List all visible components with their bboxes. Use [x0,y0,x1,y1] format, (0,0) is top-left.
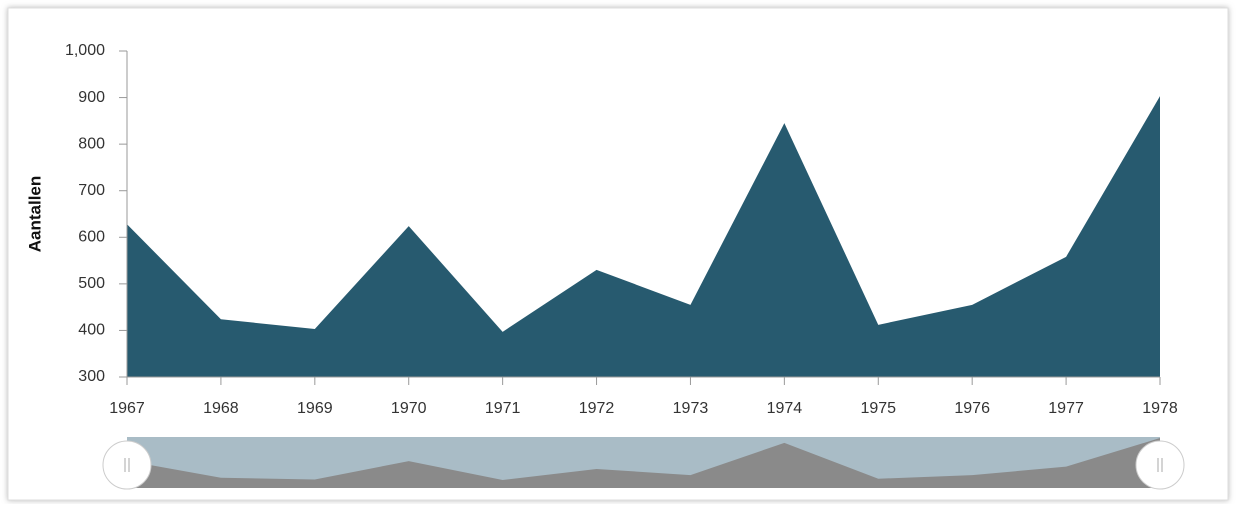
y-tick-label: 600 [78,229,105,246]
y-tick-label: 1,000 [65,42,105,59]
navigator-area [127,438,1160,488]
y-tick-label: 500 [78,275,105,292]
x-tick-label: 1967 [109,400,145,417]
area [127,96,1160,377]
navigator-handle[interactable] [1135,440,1185,490]
x-tick-label: 1977 [1048,400,1084,417]
handle-part[interactable] [1135,440,1185,490]
x-tick-label: 1971 [485,400,521,417]
handle-part[interactable] [102,440,152,490]
x-tick-label: 1970 [391,400,427,417]
x-tick-label: 1968 [203,400,239,417]
x-tick-label: 1978 [1142,400,1178,417]
y-tick-label: 800 [78,135,105,152]
x-tick-label: 1969 [297,400,333,417]
x-tick-label: 1974 [767,400,803,417]
y-tick-label: 900 [78,89,105,106]
y-tick-label: 300 [78,368,105,385]
navigator-handle[interactable] [102,440,152,490]
x-tick-label: 1972 [579,400,615,417]
x-tick-label: 1976 [954,400,990,417]
y-axis-label: Aantallen [25,176,44,253]
x-tick-label: 1975 [860,400,896,417]
y-tick-label: 400 [78,322,105,339]
y-tick-label: 700 [78,182,105,199]
frame [7,7,1229,501]
x-tick-label: 1973 [673,400,709,417]
